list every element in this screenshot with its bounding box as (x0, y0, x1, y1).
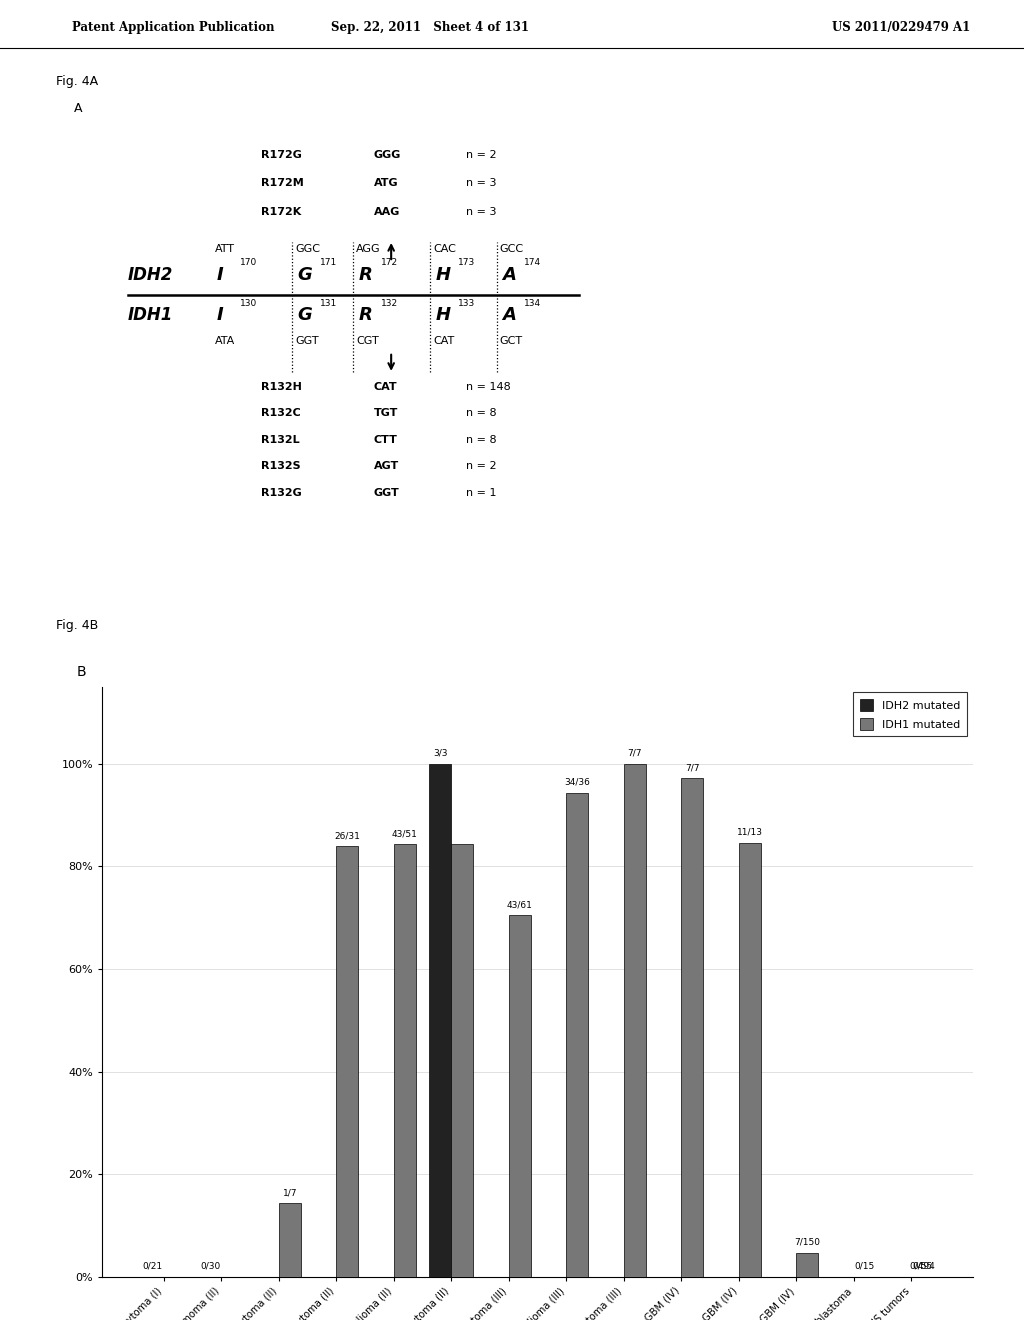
Text: CGT: CGT (356, 335, 379, 346)
Text: 133: 133 (458, 298, 475, 308)
Text: R132L: R132L (261, 434, 300, 445)
Text: 134: 134 (524, 298, 542, 308)
Text: GGG: GGG (374, 149, 401, 160)
Text: GCT: GCT (500, 335, 523, 346)
Text: Fig. 4B: Fig. 4B (56, 619, 98, 631)
Text: I: I (217, 265, 224, 284)
Text: 131: 131 (319, 298, 337, 308)
Text: R172K: R172K (261, 207, 301, 216)
Text: 171: 171 (319, 259, 337, 267)
Text: n = 1: n = 1 (466, 487, 497, 498)
Text: CTT: CTT (374, 434, 397, 445)
Text: A: A (502, 265, 516, 284)
Text: Patent Application Publication: Patent Application Publication (72, 21, 274, 34)
Text: R: R (358, 265, 373, 284)
Text: IDH1: IDH1 (128, 306, 173, 325)
Text: GGT: GGT (295, 335, 318, 346)
Text: CAT: CAT (433, 335, 455, 346)
Text: 130: 130 (240, 298, 257, 308)
Text: US 2011/0229479 A1: US 2011/0229479 A1 (831, 21, 971, 34)
Text: B: B (77, 665, 86, 680)
Text: CAC: CAC (433, 244, 456, 255)
Text: R132G: R132G (261, 487, 302, 498)
Text: CAT: CAT (374, 381, 397, 392)
Text: Sep. 22, 2011   Sheet 4 of 131: Sep. 22, 2011 Sheet 4 of 131 (331, 21, 529, 34)
Text: A: A (74, 103, 82, 115)
Text: G: G (297, 306, 311, 325)
Text: n = 2: n = 2 (466, 149, 497, 160)
Text: 173: 173 (458, 259, 475, 267)
Text: GGC: GGC (295, 244, 319, 255)
Text: GGT: GGT (374, 487, 399, 498)
Text: ATG: ATG (374, 178, 398, 189)
Text: R132S: R132S (261, 461, 301, 471)
Text: 132: 132 (381, 298, 398, 308)
Text: R: R (358, 306, 373, 325)
Text: 170: 170 (240, 259, 257, 267)
Text: TGT: TGT (374, 408, 398, 418)
Text: AAG: AAG (374, 207, 400, 216)
Text: AGG: AGG (356, 244, 381, 255)
Text: R132H: R132H (261, 381, 302, 392)
Text: A: A (502, 306, 516, 325)
Text: n = 2: n = 2 (466, 461, 497, 471)
Text: R132C: R132C (261, 408, 301, 418)
Text: 172: 172 (381, 259, 398, 267)
Text: H: H (435, 265, 451, 284)
Text: Fig. 4A: Fig. 4A (56, 75, 98, 88)
Text: I: I (217, 306, 224, 325)
Text: IDH2: IDH2 (128, 265, 173, 284)
Text: n = 3: n = 3 (466, 178, 497, 189)
Text: G: G (297, 265, 311, 284)
Text: R172G: R172G (261, 149, 302, 160)
Text: H: H (435, 306, 451, 325)
Text: n = 8: n = 8 (466, 408, 497, 418)
Text: AGT: AGT (374, 461, 399, 471)
Text: ATA: ATA (215, 335, 236, 346)
Text: GCC: GCC (500, 244, 524, 255)
Text: R172M: R172M (261, 178, 304, 189)
Text: n = 148: n = 148 (466, 381, 511, 392)
Text: ATT: ATT (215, 244, 236, 255)
Text: 174: 174 (524, 259, 542, 267)
Text: n = 8: n = 8 (466, 434, 497, 445)
Text: n = 3: n = 3 (466, 207, 497, 216)
